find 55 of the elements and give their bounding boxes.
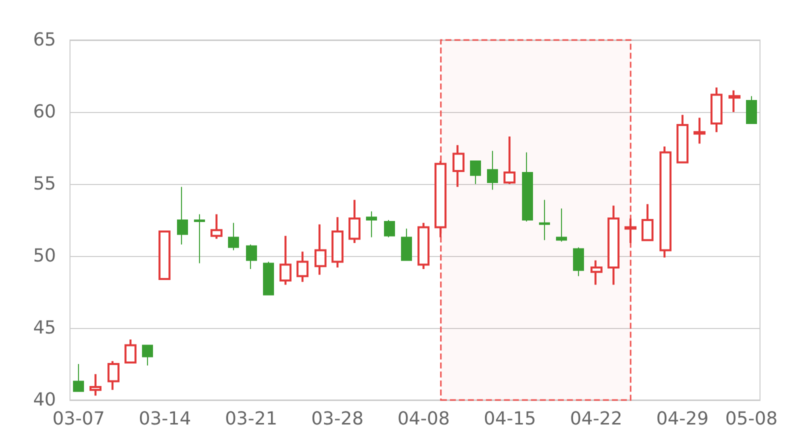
candlestick	[556, 208, 567, 242]
candlestick	[158, 230, 170, 280]
candlestick	[366, 210, 377, 238]
candlestick	[332, 216, 344, 269]
candlestick	[90, 373, 102, 397]
candlestick	[452, 144, 464, 188]
y-tick-label: 60	[33, 102, 56, 122]
candlestick	[280, 234, 292, 286]
x-tick-label: 04-15	[484, 408, 536, 430]
candlestick	[710, 86, 722, 134]
candlestick	[573, 246, 584, 277]
candlestick	[487, 150, 498, 190]
candlestick	[418, 222, 430, 270]
candlestick	[124, 338, 136, 364]
candlestick	[401, 228, 412, 261]
candlestick	[694, 116, 706, 145]
y-tick-label: 55	[33, 174, 56, 194]
candlestick	[590, 259, 602, 286]
candlestick	[642, 203, 654, 242]
candlestick	[177, 186, 188, 245]
x-tick-label: 03-14	[138, 408, 192, 430]
candlestick	[194, 214, 205, 264]
candlestick	[263, 261, 274, 296]
candlestick	[660, 146, 672, 258]
candlestick	[246, 244, 257, 270]
candlestick	[348, 198, 360, 244]
candlestick	[73, 364, 84, 392]
candlestick	[746, 96, 757, 124]
candlestick	[624, 218, 636, 244]
candlestick	[228, 222, 239, 251]
candlestick	[210, 213, 222, 240]
candlestick	[676, 114, 688, 164]
candlestick	[108, 360, 120, 391]
y-tick-label: 65	[33, 30, 56, 50]
candlestick	[608, 204, 620, 286]
x-tick-label: 04-22	[570, 408, 622, 430]
y-tick-label: 45	[33, 318, 56, 338]
candlestick	[314, 223, 326, 276]
candlestick	[142, 344, 153, 366]
candlestick	[296, 250, 308, 283]
candlestick	[522, 152, 533, 222]
y-tick-label: 50	[33, 246, 56, 266]
x-tick-label: 03-21	[224, 408, 278, 430]
candlestick	[504, 135, 516, 185]
candlestick	[728, 89, 740, 113]
x-tick-label: 05-08	[725, 408, 778, 430]
candlestick	[384, 220, 395, 238]
candlestick	[470, 160, 481, 184]
x-tick-label: 03-28	[311, 408, 364, 430]
y-tick-label: 40	[33, 390, 56, 410]
candlestick	[539, 199, 550, 241]
candlestick	[434, 160, 446, 238]
x-tick-label: 03-07	[52, 408, 105, 430]
x-tick-label: 04-08	[397, 408, 450, 430]
x-tick-label: 04-29	[656, 408, 709, 430]
